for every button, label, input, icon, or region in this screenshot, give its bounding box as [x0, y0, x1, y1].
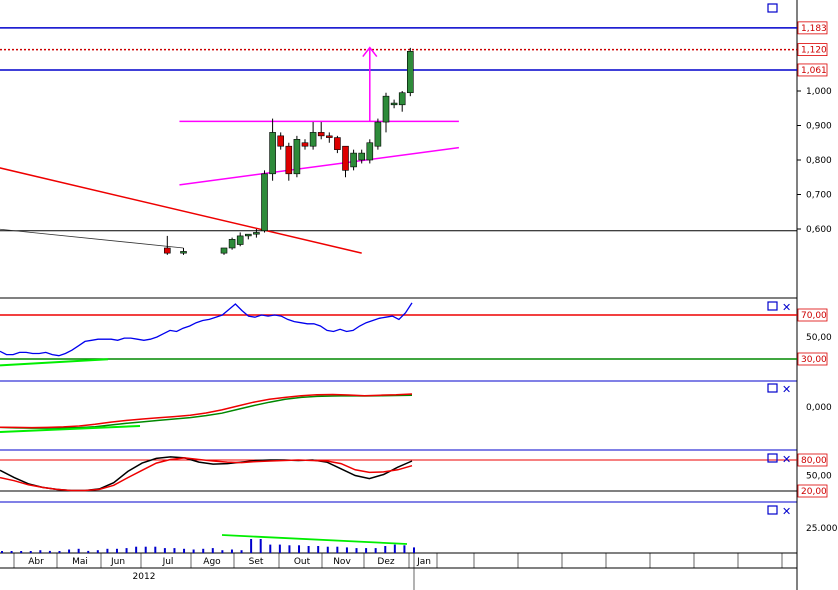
- panel-controls: ✕ ✕ ✕ ✕: [767, 3, 791, 518]
- maximize-icon[interactable]: [767, 383, 778, 393]
- maximize-icon[interactable]: [767, 3, 778, 13]
- rsi-level-tag-label: 70,00: [801, 311, 827, 321]
- candle: [374, 121, 382, 147]
- close-icon[interactable]: ✕: [782, 453, 791, 466]
- price-level-tag: [797, 21, 828, 35]
- volume-tick-label: 25.000.0: [806, 524, 838, 534]
- candle: [301, 142, 309, 147]
- month-label: Out: [294, 557, 311, 567]
- close-icon[interactable]: ✕: [782, 301, 791, 314]
- macd-divergence-line: [0, 425, 141, 433]
- maximize-icon[interactable]: [767, 453, 778, 463]
- price-level-tag: [797, 63, 828, 77]
- candle: [398, 92, 406, 106]
- stoch-tick-label: 50,00: [806, 472, 832, 482]
- candle: [220, 247, 228, 254]
- volume-divergence-line: [221, 534, 408, 545]
- price-level-tag-label: 1,061: [801, 66, 827, 76]
- rsi-divergence-line: [0, 358, 109, 367]
- candle: [366, 142, 374, 161]
- trendline: [0, 167, 362, 254]
- rsi-level-tag: [797, 352, 828, 366]
- price-tick-label: 0,800: [806, 156, 832, 166]
- stoch-level-tag-label: 80,00: [801, 456, 827, 466]
- candle: [269, 132, 276, 175]
- maximize-icon[interactable]: [767, 505, 778, 515]
- candle: [325, 135, 333, 138]
- trendline: [179, 146, 459, 186]
- stoch-line: [0, 456, 413, 492]
- rsi-level-tag-label: 30,00: [801, 355, 827, 365]
- month-label: Set: [249, 557, 264, 567]
- price-tick-label: 1,000: [806, 87, 832, 97]
- month-label: Ago: [203, 557, 221, 567]
- candle: [261, 173, 268, 232]
- month-label: Jun: [110, 557, 125, 567]
- candle: [245, 233, 252, 237]
- stoch-level-tag: [797, 453, 828, 467]
- month-label: Jan: [416, 557, 431, 567]
- price-panel: [0, 27, 797, 255]
- candle: [285, 145, 293, 175]
- month-label: Jul: [162, 557, 174, 567]
- candle: [350, 152, 357, 168]
- trendline: [0, 228, 184, 249]
- macd-line: [0, 393, 413, 429]
- month-label: Abr: [28, 557, 44, 567]
- rsi-panel: [0, 302, 797, 367]
- candle: [236, 235, 244, 245]
- month-label: Dez: [377, 557, 394, 567]
- close-icon[interactable]: ✕: [782, 383, 791, 396]
- macd-panel: [0, 393, 413, 433]
- stochastic-panel: [0, 456, 797, 492]
- candle: [277, 135, 285, 147]
- chart-frame: [0, 0, 798, 590]
- candle: [406, 51, 414, 94]
- stoch-level-tag: [797, 484, 828, 498]
- close-icon[interactable]: ✕: [782, 505, 791, 518]
- candle: [180, 251, 187, 254]
- month-label: Mai: [72, 557, 88, 567]
- volume-panel: [1, 534, 415, 553]
- price-tick-label: 0,600: [806, 225, 832, 235]
- candle: [342, 145, 349, 171]
- stoch-line: [0, 457, 413, 492]
- target-arrow-head: [362, 46, 378, 58]
- rsi-tick-label: 50,00: [806, 333, 832, 343]
- month-label: Nov: [333, 557, 351, 567]
- candle: [164, 247, 171, 254]
- price-tick-label: 0,700: [806, 191, 832, 201]
- price-level-tag-label: 1,183: [801, 24, 827, 34]
- candle: [309, 132, 317, 147]
- rsi-level-tag: [797, 308, 828, 322]
- price-tick-label: 0,900: [806, 122, 832, 132]
- macd-tick-label: 0,000: [806, 403, 832, 413]
- price-level-tag: [797, 43, 828, 56]
- macd-line: [0, 394, 413, 429]
- candle: [334, 137, 341, 150]
- year-label: 2012: [133, 572, 156, 582]
- candle: [358, 152, 366, 161]
- stoch-level-tag-label: 20,00: [801, 487, 827, 497]
- candle: [228, 239, 236, 249]
- time-axis: Abr Mai Jun Jul Ago Set Out Nov Dez Jan 2012: [13, 553, 783, 590]
- candle: [293, 139, 301, 175]
- right-axis: 1,3001,0000,9000,8000,7000,6001,1831,120…: [797, 21, 838, 534]
- price-level-tag-label: 1,120: [801, 46, 827, 56]
- candle: [253, 232, 260, 235]
- candle: [382, 95, 390, 123]
- candle: [317, 132, 325, 137]
- maximize-icon[interactable]: [767, 301, 778, 311]
- rsi-line: [0, 302, 413, 357]
- candle: [390, 102, 398, 106]
